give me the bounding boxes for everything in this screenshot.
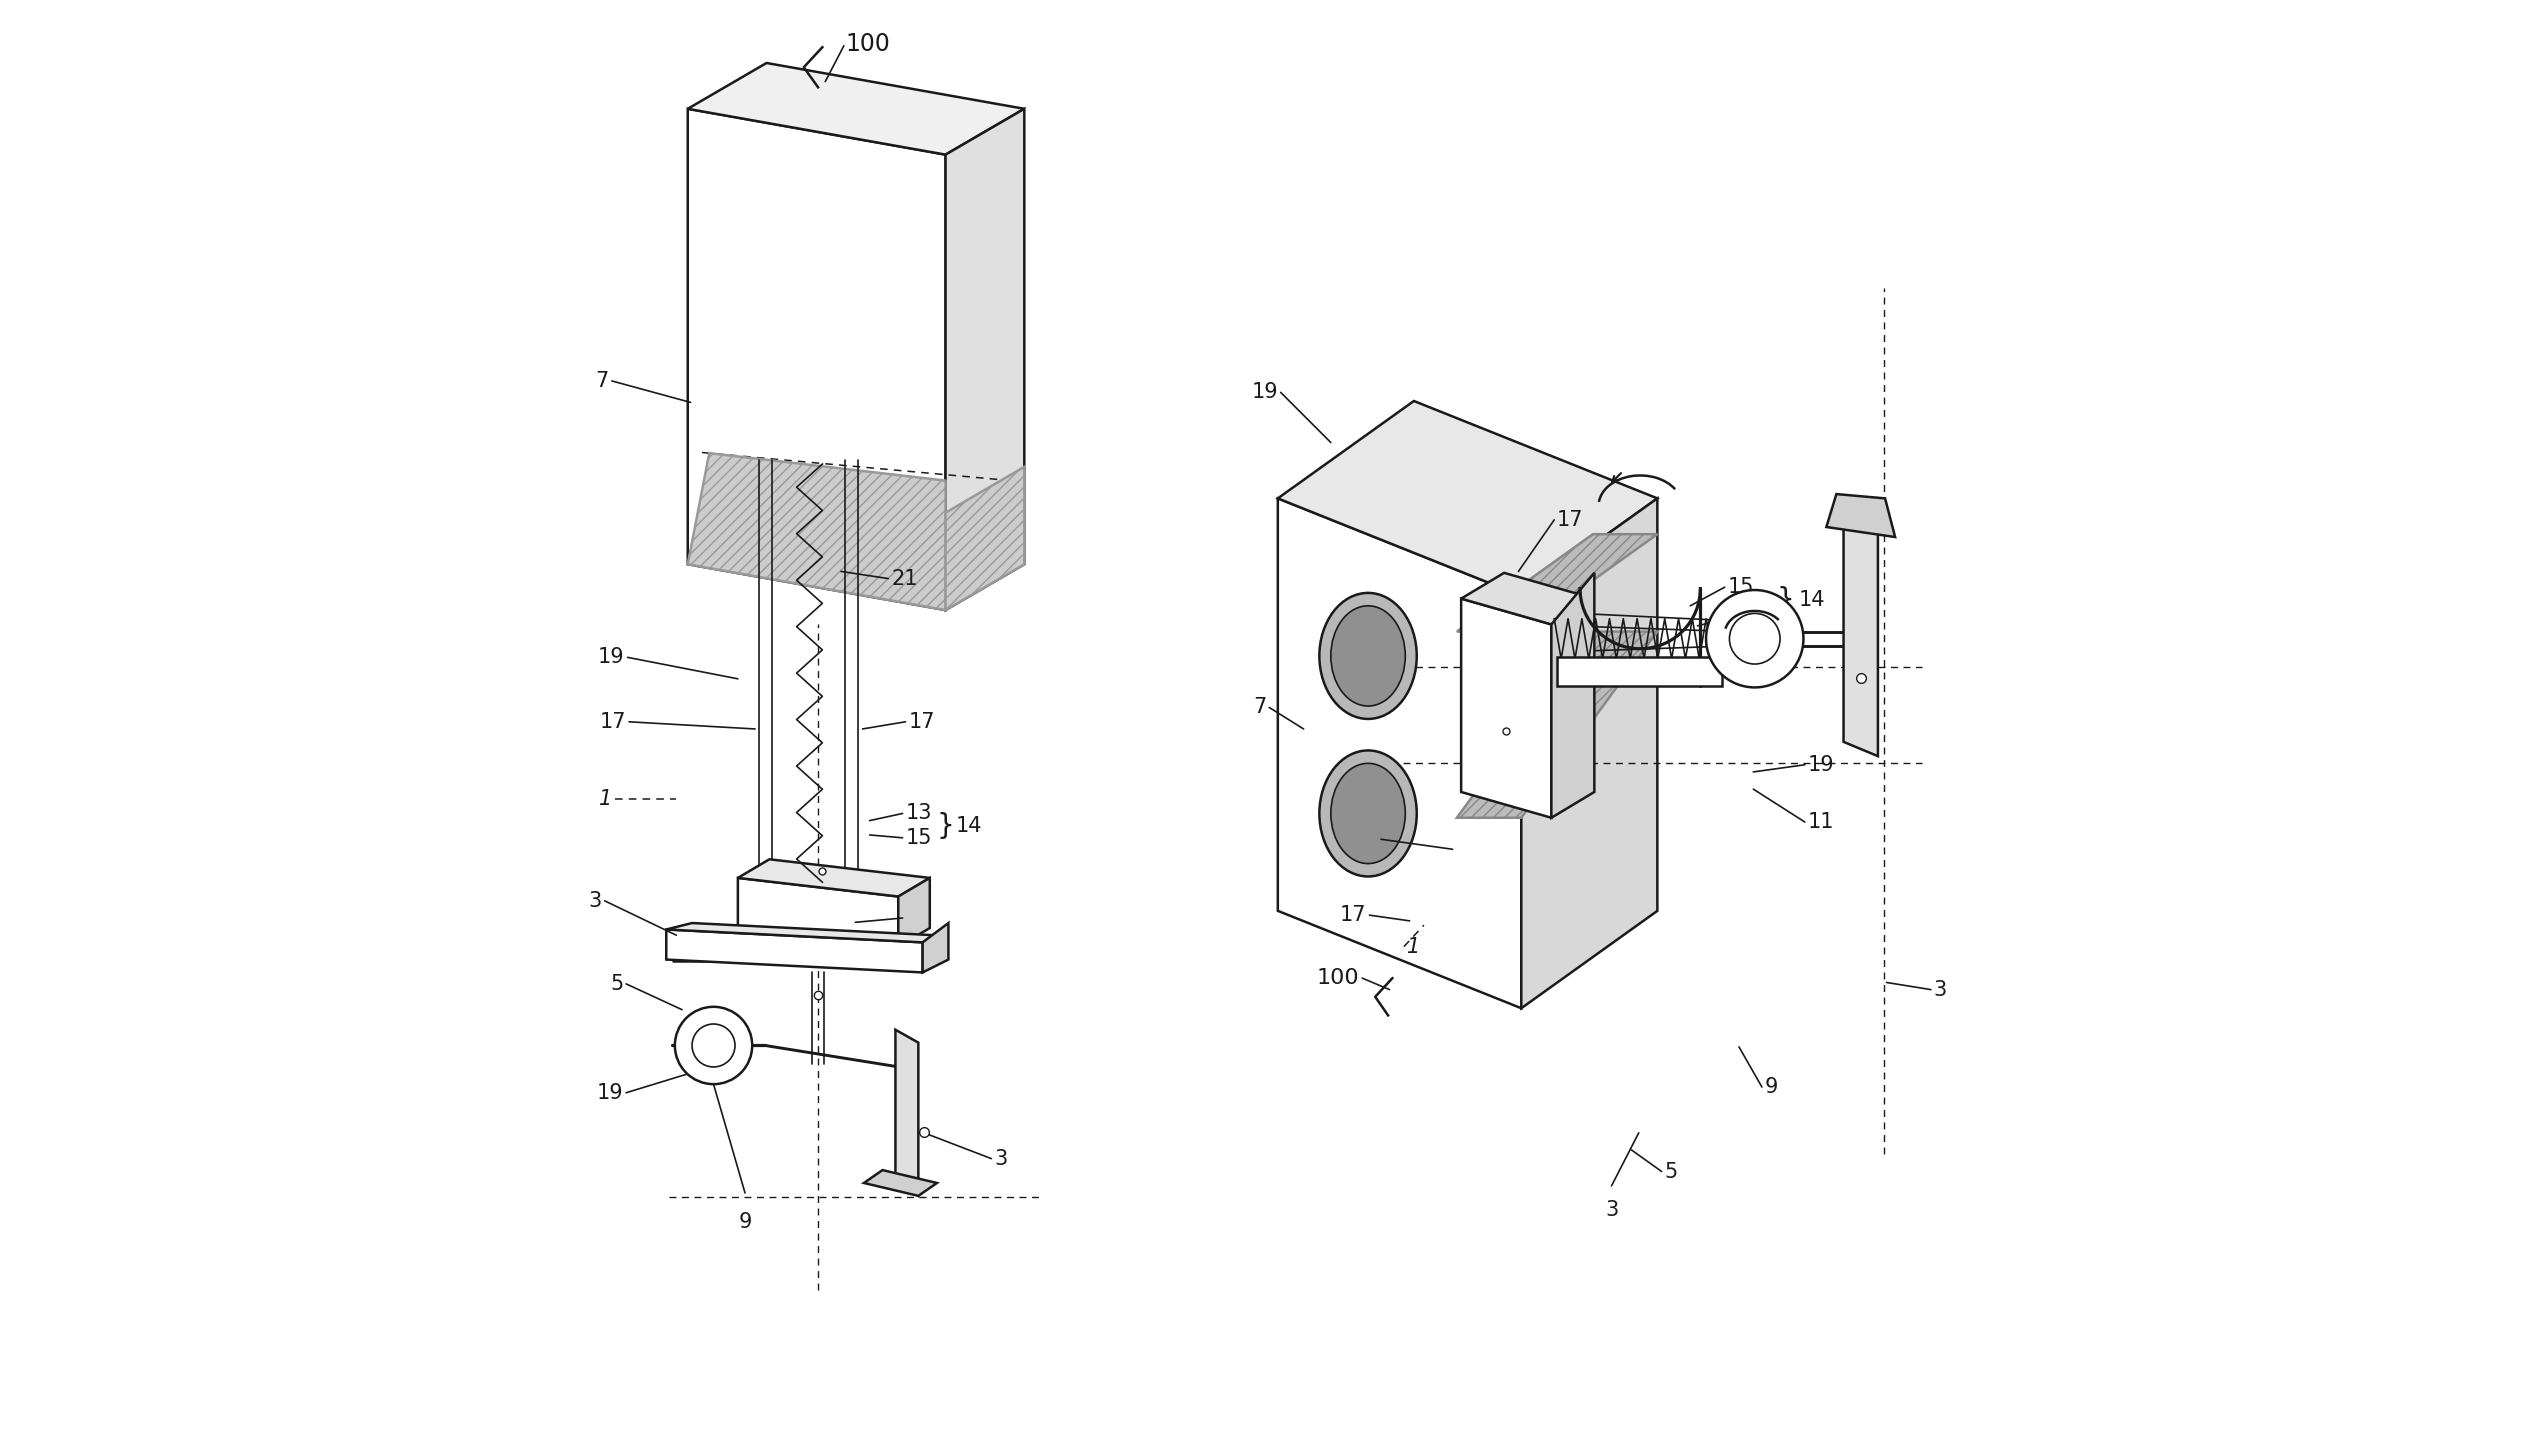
Polygon shape — [687, 63, 1023, 155]
Text: 100: 100 — [1317, 969, 1360, 989]
Text: 19: 19 — [596, 1083, 624, 1102]
Text: 7: 7 — [1253, 697, 1266, 718]
Text: 5: 5 — [1665, 1161, 1678, 1181]
Polygon shape — [922, 923, 948, 973]
Text: 17: 17 — [907, 712, 935, 732]
Text: 14: 14 — [1799, 590, 1824, 610]
Polygon shape — [945, 109, 1023, 610]
Polygon shape — [1552, 573, 1595, 818]
Text: 9: 9 — [1764, 1078, 1779, 1096]
Text: 100: 100 — [847, 33, 890, 56]
Text: 14: 14 — [955, 817, 983, 837]
Polygon shape — [1557, 657, 1721, 686]
Polygon shape — [738, 860, 930, 897]
Text: 3: 3 — [1605, 1200, 1617, 1220]
Text: 15: 15 — [1728, 577, 1754, 597]
Text: }: } — [1776, 585, 1794, 614]
Ellipse shape — [1332, 606, 1405, 706]
Polygon shape — [687, 453, 945, 610]
Text: 17: 17 — [1339, 905, 1367, 926]
Text: 19: 19 — [599, 647, 624, 667]
Polygon shape — [864, 1170, 938, 1195]
Text: 9: 9 — [738, 1211, 751, 1231]
Polygon shape — [682, 1038, 748, 1056]
Polygon shape — [1279, 498, 1521, 1009]
Ellipse shape — [1332, 763, 1405, 864]
Polygon shape — [1827, 494, 1895, 537]
Polygon shape — [1461, 573, 1595, 624]
Polygon shape — [1279, 400, 1658, 596]
Polygon shape — [667, 923, 948, 943]
Circle shape — [1706, 590, 1804, 687]
Polygon shape — [1845, 515, 1878, 756]
Text: 15: 15 — [905, 828, 932, 848]
Polygon shape — [1458, 534, 1658, 631]
Polygon shape — [945, 466, 1023, 610]
Text: 1: 1 — [599, 789, 612, 809]
Text: 7: 7 — [596, 370, 609, 390]
Text: 13: 13 — [905, 804, 932, 824]
Text: 17: 17 — [599, 712, 627, 732]
Polygon shape — [1521, 498, 1658, 1009]
Text: 5: 5 — [609, 974, 624, 994]
Text: 19: 19 — [1807, 755, 1835, 775]
Text: 3: 3 — [1933, 980, 1946, 1000]
Text: 17: 17 — [1557, 509, 1584, 530]
Text: 21: 21 — [1352, 829, 1377, 850]
Polygon shape — [667, 930, 922, 973]
Text: }: } — [938, 812, 955, 841]
Polygon shape — [897, 878, 930, 947]
Text: 11: 11 — [905, 908, 932, 928]
Text: 3: 3 — [589, 891, 601, 911]
Circle shape — [692, 1025, 735, 1068]
Text: 11: 11 — [1807, 812, 1835, 832]
Circle shape — [1728, 613, 1779, 664]
Polygon shape — [1461, 598, 1552, 818]
Polygon shape — [687, 109, 945, 610]
Text: 13: 13 — [1759, 601, 1784, 621]
Ellipse shape — [1319, 751, 1418, 877]
Text: 21: 21 — [892, 568, 917, 588]
Ellipse shape — [1319, 593, 1418, 719]
Text: 19: 19 — [1251, 382, 1279, 402]
Polygon shape — [738, 878, 897, 947]
Circle shape — [675, 1007, 753, 1085]
Polygon shape — [1458, 631, 1658, 818]
Polygon shape — [895, 1030, 917, 1195]
Text: 1: 1 — [1408, 937, 1420, 957]
Text: 3: 3 — [993, 1148, 1008, 1168]
